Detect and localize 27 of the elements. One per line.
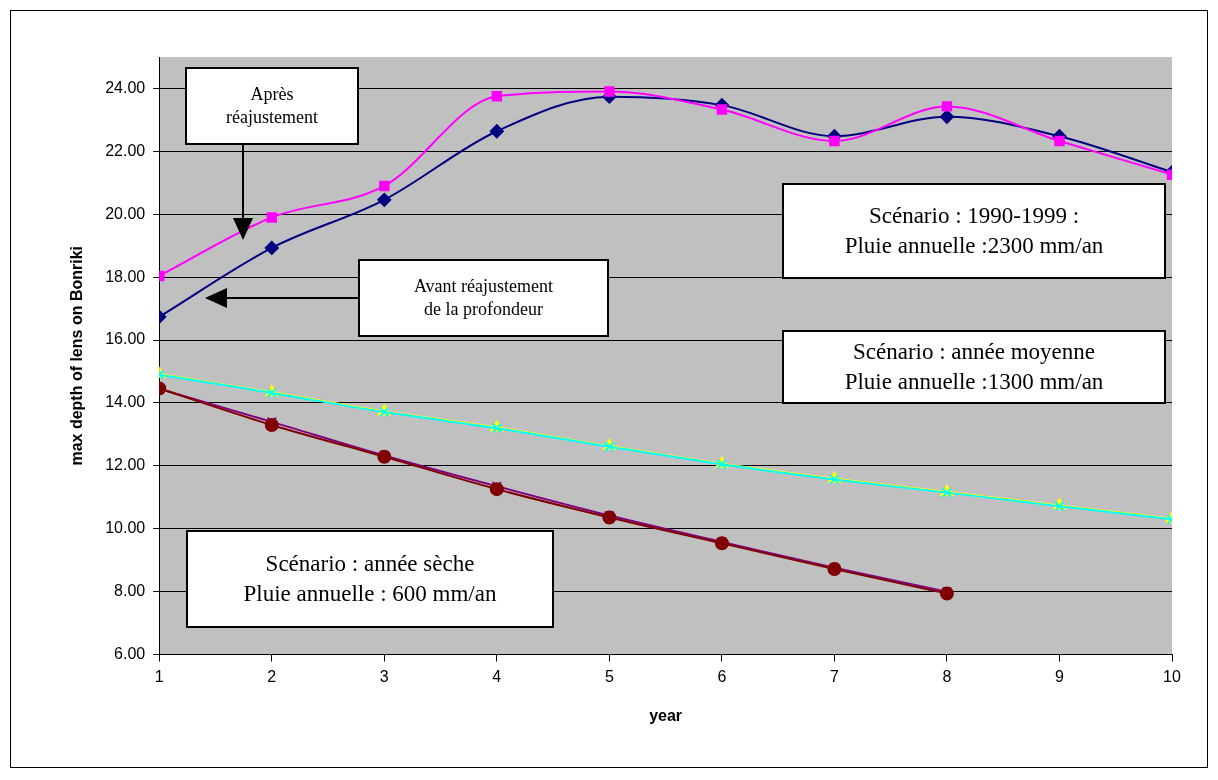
text-box: Scénario : année sèche Pluie annuelle : 600 mm/an <box>186 530 554 628</box>
x-tick-label: 10 <box>1163 667 1181 685</box>
text-box: Avant réajustement de la profondeur <box>358 259 609 337</box>
x-tick-label: 5 <box>604 667 614 685</box>
x-tick-label: 1 <box>154 667 164 685</box>
y-tick-label: 6.00 <box>114 645 146 663</box>
text-box: Après réajustement <box>185 67 359 145</box>
text-box: Scénario : 1990-1999 : Pluie annuelle :2300 mm/an <box>782 183 1166 279</box>
x-tick-label: 2 <box>267 667 277 685</box>
text-box: Scénario : année moyenne Pluie annuelle :1300 mm/an <box>782 330 1166 404</box>
y-tick-label: 8.00 <box>114 582 146 600</box>
x-tick-label: 9 <box>1055 667 1065 685</box>
y-tick-label: 12.00 <box>105 456 146 474</box>
y-tick-label: 14.00 <box>105 393 146 411</box>
y-tick-label: 24.00 <box>105 78 146 96</box>
y-axis-title: max depth of lens on Bonriki <box>68 246 86 466</box>
x-tick-label: 7 <box>829 667 839 685</box>
x-tick-label: 6 <box>717 667 727 685</box>
x-axis-title: year <box>649 706 683 724</box>
y-tick-label: 22.00 <box>105 141 146 159</box>
y-tick-label: 16.00 <box>105 330 146 348</box>
y-tick-label: 20.00 <box>105 204 146 222</box>
x-tick-label: 4 <box>492 667 502 685</box>
x-tick-label: 3 <box>379 667 389 685</box>
y-tick-label: 10.00 <box>105 519 146 537</box>
x-tick-label: 8 <box>942 667 952 685</box>
y-tick-label: 18.00 <box>105 267 146 285</box>
